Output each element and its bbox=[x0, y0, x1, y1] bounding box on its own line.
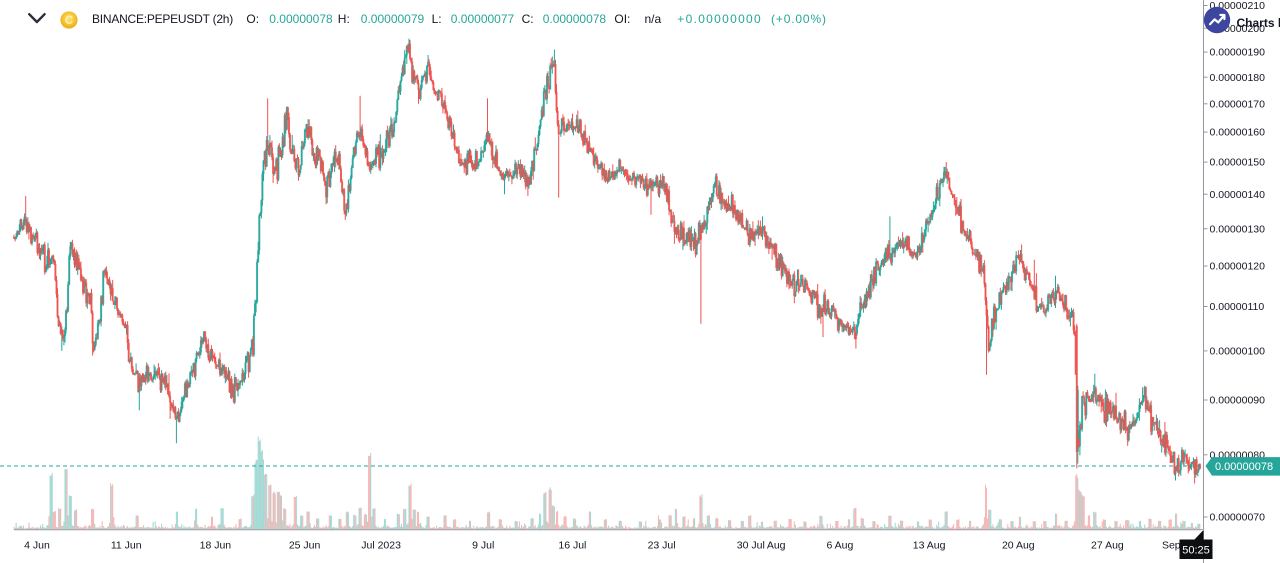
svg-text:0.00000120: 0.00000120 bbox=[1210, 261, 1266, 273]
svg-text:0.00000078: 0.00000078 bbox=[1215, 461, 1273, 473]
svg-text:0.00000100: 0.00000100 bbox=[1210, 346, 1266, 358]
svg-text:27 Aug: 27 Aug bbox=[1091, 540, 1124, 552]
svg-text:23 Jul: 23 Jul bbox=[648, 540, 676, 552]
svg-text:50:25: 50:25 bbox=[1182, 545, 1210, 557]
svg-text:16 Jul: 16 Jul bbox=[558, 540, 586, 552]
svg-text:0.00000180: 0.00000180 bbox=[1210, 72, 1266, 84]
svg-text:0.00000160: 0.00000160 bbox=[1210, 127, 1266, 139]
svg-text:C: C bbox=[65, 15, 73, 27]
svg-text:0.00000070: 0.00000070 bbox=[1210, 512, 1266, 524]
svg-text:4 Jun: 4 Jun bbox=[24, 540, 50, 552]
svg-text:6 Aug: 6 Aug bbox=[826, 540, 853, 552]
svg-text:0.00000130: 0.00000130 bbox=[1210, 223, 1266, 235]
svg-text:0.00000150: 0.00000150 bbox=[1210, 157, 1266, 169]
svg-text:30 Jul: 30 Jul bbox=[737, 540, 765, 552]
svg-text:0.00000110: 0.00000110 bbox=[1210, 301, 1265, 313]
svg-text:Aug: Aug bbox=[767, 540, 786, 552]
svg-text:18 Jun: 18 Jun bbox=[200, 540, 232, 552]
svg-text:Sep: Sep bbox=[1162, 540, 1181, 552]
svg-text:9 Jul: 9 Jul bbox=[472, 540, 494, 552]
svg-text:0.00000140: 0.00000140 bbox=[1210, 189, 1266, 201]
svg-text:0.00000170: 0.00000170 bbox=[1210, 98, 1266, 110]
svg-text:11 Jun: 11 Jun bbox=[111, 540, 142, 552]
svg-text:0.00000090: 0.00000090 bbox=[1210, 395, 1266, 407]
svg-text:0.00000190: 0.00000190 bbox=[1210, 47, 1266, 59]
svg-text:13 Aug: 13 Aug bbox=[913, 540, 946, 552]
svg-text:25 Jun: 25 Jun bbox=[289, 540, 321, 552]
svg-text:20 Aug: 20 Aug bbox=[1002, 540, 1035, 552]
svg-text:Jul 2023: Jul 2023 bbox=[361, 540, 401, 552]
